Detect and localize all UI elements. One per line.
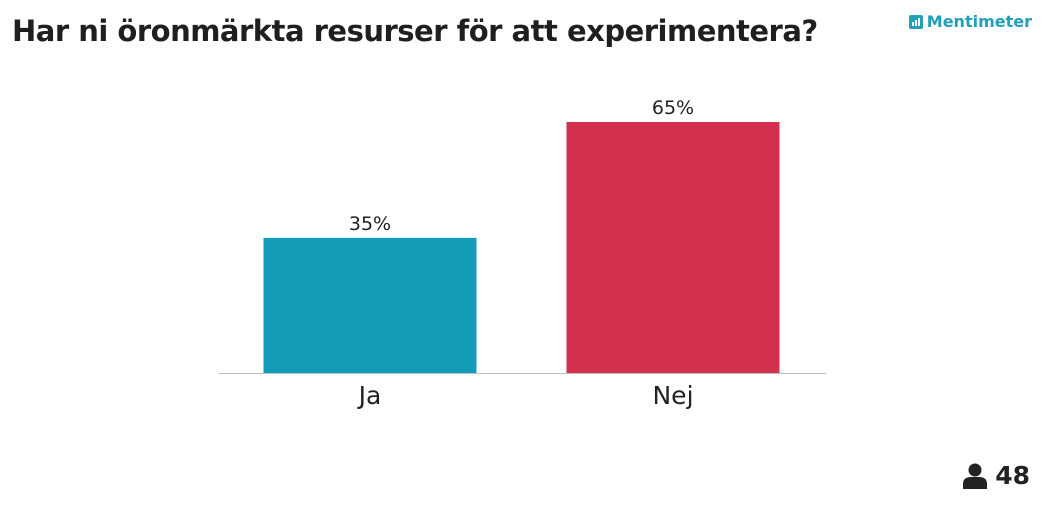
participant-count-value: 48 xyxy=(995,461,1030,490)
category-label-ja: Ja xyxy=(357,381,382,410)
person-icon xyxy=(963,463,988,489)
mentimeter-logo: Mentimeter xyxy=(908,12,1032,31)
category-label-nej: Nej xyxy=(652,381,693,410)
bar-nej xyxy=(566,122,780,373)
participant-count: 48 xyxy=(963,461,1030,490)
bar-ja xyxy=(263,237,477,373)
value-label-ja: 35% xyxy=(349,213,391,235)
question-title: Har ni öronmärkta resurser för att exper… xyxy=(12,14,818,48)
bar-chart-icon xyxy=(908,14,923,29)
brand-name: Mentimeter xyxy=(926,12,1032,31)
value-label-nej: 65% xyxy=(652,97,694,119)
